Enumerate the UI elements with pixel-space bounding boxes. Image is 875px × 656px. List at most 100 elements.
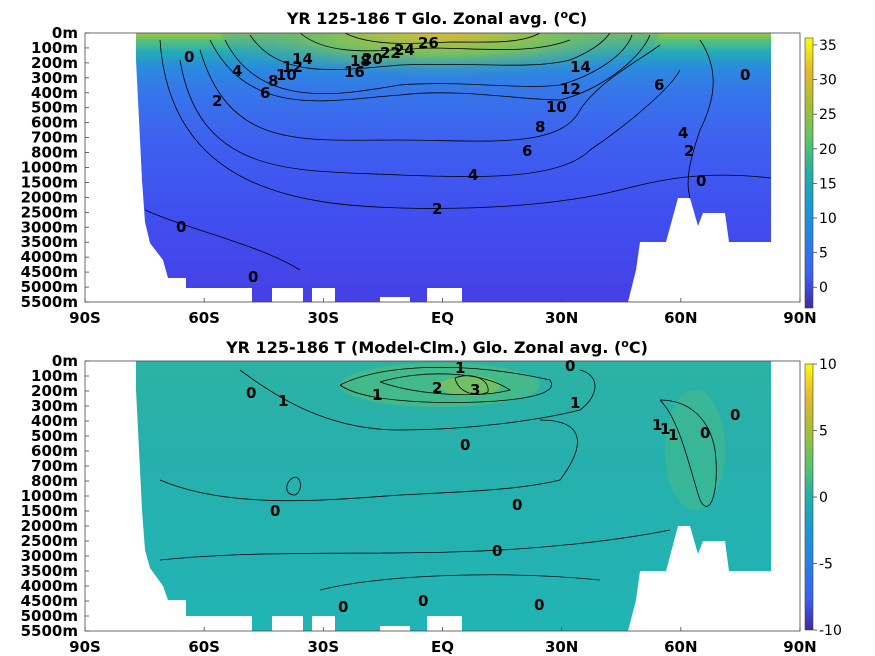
x-tick-label: 60S [188,638,220,656]
x-tick-label: EQ [431,309,454,327]
y-tick-label: 5500m [21,293,78,311]
panel-1-contour-label: 2 [432,200,442,218]
x-tick-label: 60S [188,309,220,327]
panel-1-contour-label: 2 [212,92,222,110]
panel-1-contour-label: 12 [560,80,581,98]
panel-2-contour-label: 0 [246,384,256,402]
panel-2-contour-label: 1 [570,394,580,412]
panel-2-y-axis: 0m100m200m300m400m500m600m700m800m1000m1… [21,352,89,640]
y-tick-label: 100m [31,367,78,385]
panel-1-contour-label: 4 [468,166,478,184]
panel-2: YR 125-186 T (Model-Clm.) Glo. Zonal avg… [21,337,842,656]
panel-2-title: YR 125-186 T (Model-Clm.) Glo. Zonal avg… [225,337,648,357]
panel-2-contour-label: 0 [338,598,348,616]
y-tick-label: 3000m [21,218,78,236]
panel-2-contour-label: 0 [534,596,544,614]
y-tick-label: 1000m [21,159,78,177]
panel-1-contour-label: 0 [184,48,194,66]
x-tick-label: 90N [783,638,816,656]
panel-1-contour-labels: 26 24 22 20 18 16 14 12 10 8 6 4 2 0 14 … [176,34,750,286]
panel-1-colorbar-ticks: 35 30 25 20 15 10 5 0 [813,38,837,296]
colorbar-tick-label: 0 [819,490,828,506]
y-tick-label: 4500m [21,592,78,610]
panel-2-warm-anomaly [340,363,540,407]
panel-1-contour-label: 26 [418,34,439,52]
y-tick-label: 300m [31,397,78,415]
x-tick-label: 30N [545,309,578,327]
panel-2-contour-label: 1 [668,426,678,444]
y-tick-label: 1500m [21,173,78,191]
panel-2-contour-label: 1 [652,416,662,434]
y-tick-label: 2000m [21,188,78,206]
panel-1-x-axis: 90S 60S 30S EQ 30N 60N 90N [69,298,817,327]
panel-1-warm-patch [220,33,660,110]
colorbar-tick-label: -5 [819,557,833,573]
panel-1-contour-label: 20 [362,50,383,68]
y-tick-label: 5000m [21,607,78,625]
panel-1-contour-label: 4 [678,124,688,142]
x-tick-label: 90S [69,309,101,327]
y-tick-label: 1000m [21,487,78,505]
panel-2-contour-label: 1 [455,359,465,377]
panel-1-contour-label: 10 [276,66,297,84]
y-tick-label: 1500m [21,502,78,520]
panel-1-contour-label: 24 [394,41,415,59]
panel-2-ocean-field [136,361,771,631]
y-tick-label: 3000m [21,547,78,565]
colorbar-tick-label: 35 [819,38,837,54]
y-tick-label: 800m [31,144,78,162]
y-tick-label: 2500m [21,203,78,221]
colorbar-tick-label: 25 [819,107,837,123]
panel-2-contour-label: 1 [372,386,382,404]
panel-2-contours [159,366,717,591]
y-tick-label: 700m [31,457,78,475]
panel-1-contour-label: 6 [654,76,664,94]
x-tick-label: 90S [69,638,101,656]
panel-1-ocean-field [136,33,771,302]
colorbar-tick-label: 10 [819,211,837,227]
y-tick-label: 3500m [21,233,78,251]
panel-1-y-axis: 0m100m200m300m400m500m600m700m800m1000m1… [21,24,89,311]
x-tick-label: 30N [545,638,578,656]
y-tick-label: 600m [31,442,78,460]
colorbar-tick-label: -10 [819,623,842,639]
panel-1-contour-label: 12 [282,58,303,76]
y-tick-label: 400m [31,84,78,102]
colorbar-tick-label: 15 [819,176,837,192]
panel-2-contour-label: 1 [278,392,288,410]
colorbar-tick-label: 0 [819,280,828,296]
x-tick-label: 30S [307,638,339,656]
colorbar-tick-label: 30 [819,73,837,89]
panel-1-contour-label: 4 [232,62,242,80]
panel-1-contour-label: 14 [292,50,313,68]
y-tick-label: 5000m [21,278,78,296]
panel-1-contour-label: 14 [570,58,591,76]
x-tick-label: 90N [783,309,816,327]
panel-1-contour-label: 6 [260,84,270,102]
y-tick-label: 3500m [21,562,78,580]
y-tick-label: 500m [31,427,78,445]
y-tick-label: 500m [31,99,78,117]
panel-2-contour-label: 0 [700,424,710,442]
y-tick-label: 800m [31,472,78,490]
panel-2-colorbar [804,363,814,631]
y-tick-label: 4000m [21,248,78,266]
panel-2-contour-label: 0 [460,436,470,454]
y-tick-label: 5500m [21,622,78,640]
panel-2-colorbar-ticks: 10 5 0 -5 -10 [813,357,842,639]
panel-1-contours [144,32,772,271]
panel-2-contour-label: 1 [660,420,670,438]
y-tick-label: 700m [31,129,78,147]
panel-1-contour-label: 0 [696,172,706,190]
panel-1-contour-label: 0 [740,66,750,84]
y-tick-label: 2000m [21,517,78,535]
x-tick-label: 30S [307,309,339,327]
panel-1-contour-label: 2 [684,142,694,160]
panel-1-contour-label: 16 [344,63,365,81]
panel-2-contour-label: 0 [270,502,280,520]
panel-1-contour-label: 10 [546,98,567,116]
panel-2-warm-core [440,376,500,396]
panel-1-title: YR 125-186 T Glo. Zonal avg. (oC) [286,8,587,28]
y-tick-label: 300m [31,69,78,87]
